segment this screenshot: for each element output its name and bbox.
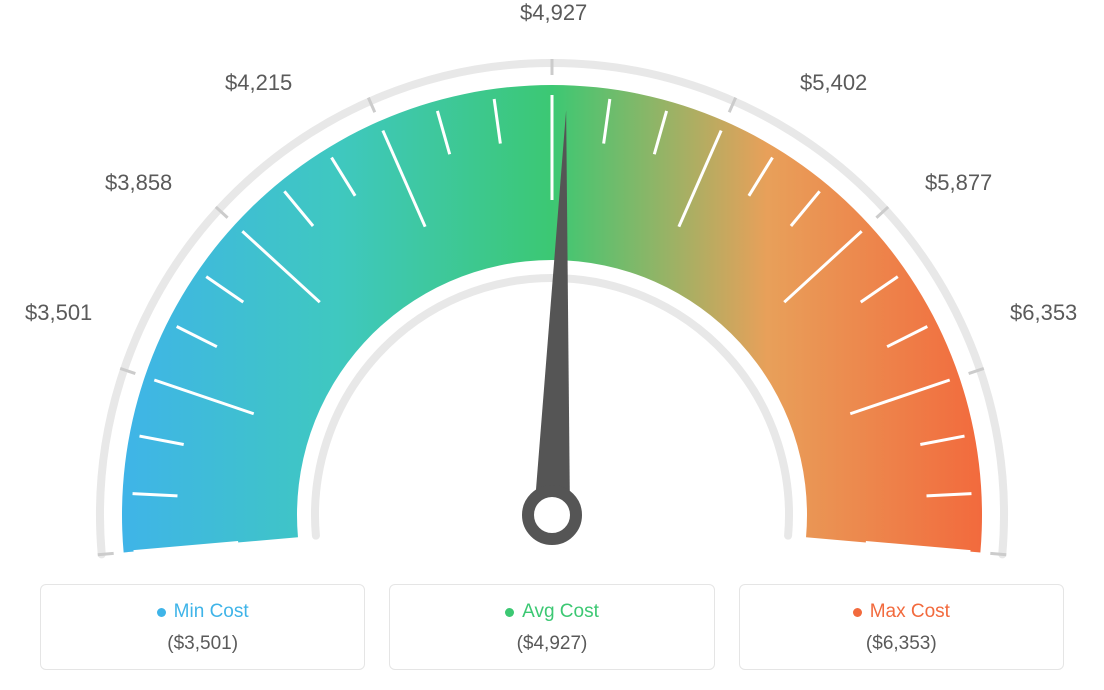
gauge-tick-label: $4,927	[520, 0, 587, 26]
gauge-tick-label: $3,858	[105, 170, 172, 196]
gauge-chart-container: $3,501 $3,858 $4,215 $4,927 $5,402 $5,877 $6,3…	[0, 0, 1104, 690]
legend-label-avg: Avg Cost	[522, 601, 599, 623]
gauge-tick-label: $4,215	[225, 70, 292, 96]
legend-top-min: Min Cost	[53, 601, 352, 623]
gauge-svg	[0, 0, 1104, 560]
legend-dot-min	[157, 608, 166, 617]
legend-value-avg: ($4,927)	[402, 633, 701, 655]
legend-card-max: Max Cost ($6,353)	[739, 584, 1064, 670]
legend-dot-avg	[505, 608, 514, 617]
legend-dot-max	[853, 608, 862, 617]
gauge: $3,501 $3,858 $4,215 $4,927 $5,402 $5,877 $6,3…	[0, 0, 1104, 560]
legend-value-min: ($3,501)	[53, 633, 352, 655]
legend-top-max: Max Cost	[752, 601, 1051, 623]
gauge-tick-label: $6,353	[1010, 300, 1077, 326]
legend-value-max: ($6,353)	[752, 633, 1051, 655]
legend-label-min: Min Cost	[174, 601, 249, 623]
gauge-tick-label: $5,877	[925, 170, 992, 196]
legend-row: Min Cost ($3,501) Avg Cost ($4,927) Max …	[0, 584, 1104, 670]
legend-card-min: Min Cost ($3,501)	[40, 584, 365, 670]
legend-card-avg: Avg Cost ($4,927)	[389, 584, 714, 670]
legend-top-avg: Avg Cost	[402, 601, 701, 623]
gauge-tick-label: $5,402	[800, 70, 867, 96]
gauge-tick-label: $3,501	[25, 300, 92, 326]
legend-label-max: Max Cost	[870, 601, 950, 623]
